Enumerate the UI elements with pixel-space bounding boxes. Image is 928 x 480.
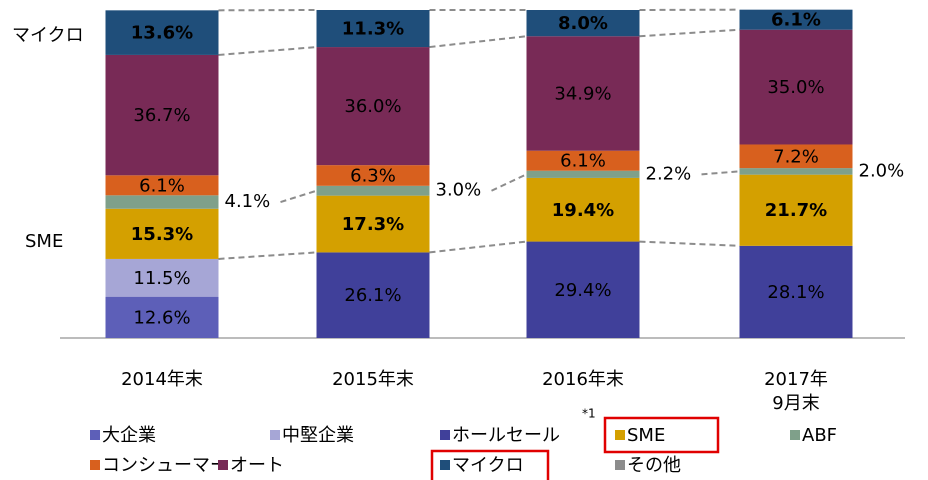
bar-segment xyxy=(739,174,853,246)
legend-swatch xyxy=(790,430,800,440)
connector xyxy=(639,28,740,38)
legend-swatch xyxy=(270,430,280,440)
value-label: 35.0% xyxy=(767,77,824,98)
legend-label: その他 xyxy=(627,455,681,476)
connector xyxy=(701,170,740,176)
bar-segment xyxy=(526,10,640,37)
value-label: 6.1% xyxy=(139,175,185,196)
bar-segment xyxy=(316,165,430,186)
value-label: 3.0% xyxy=(436,180,482,201)
legend-label: SME xyxy=(627,425,665,446)
footnote: *1 xyxy=(582,407,596,421)
value-label: 28.1% xyxy=(767,282,824,303)
value-label: 34.9% xyxy=(554,83,611,104)
value-label: 19.4% xyxy=(552,200,614,221)
legend-label: マイクロ xyxy=(452,455,524,476)
legend-label: コンシューマー xyxy=(102,455,228,476)
legend-swatch xyxy=(218,460,228,470)
value-label: 6.1% xyxy=(560,151,606,172)
connector xyxy=(280,189,317,203)
x-tick-label: 2017年 9月末 xyxy=(764,369,828,414)
legend-swatch xyxy=(90,430,100,440)
bar-segment xyxy=(316,195,430,253)
legend-swatch xyxy=(90,460,100,470)
value-label: 2.2% xyxy=(646,163,692,184)
connector xyxy=(491,173,527,192)
connector xyxy=(218,251,317,260)
value-label: 2.0% xyxy=(859,160,905,181)
bar-segment xyxy=(316,47,430,166)
highlight-box xyxy=(603,416,720,454)
value-label: 11.3% xyxy=(342,19,404,40)
side-label: SME xyxy=(25,231,63,252)
side-label: マイクロ xyxy=(12,25,84,46)
legend-label: ABF xyxy=(802,425,837,446)
connector xyxy=(429,240,527,254)
legend-swatch xyxy=(615,460,625,470)
connector xyxy=(639,240,740,247)
bar-segment xyxy=(739,144,853,169)
value-label: 13.6% xyxy=(131,23,193,44)
value-label: 12.6% xyxy=(133,307,190,328)
bar-segment xyxy=(105,258,219,297)
bar-segment xyxy=(105,296,219,338)
highlight-box xyxy=(430,449,550,480)
legend-swatch xyxy=(440,430,450,440)
value-label: 36.0% xyxy=(344,96,401,117)
bar-segment xyxy=(526,36,640,151)
bar-segment xyxy=(105,10,219,55)
value-label: 15.3% xyxy=(131,224,193,245)
bar-segment xyxy=(105,175,219,196)
legend-label: 大企業 xyxy=(102,425,156,446)
bar-segment xyxy=(526,177,640,242)
legend-label: 中堅企業 xyxy=(282,425,354,446)
legend-label: ホールセール xyxy=(452,425,560,446)
bar-segment xyxy=(316,185,430,196)
bar-segment xyxy=(526,170,640,178)
value-label: 17.3% xyxy=(342,214,404,235)
bar-segment xyxy=(105,208,219,259)
value-label: 29.4% xyxy=(554,280,611,301)
bar-segment xyxy=(526,150,640,171)
value-label: 6.1% xyxy=(771,10,821,31)
value-label: 26.1% xyxy=(344,285,401,306)
legend-swatch xyxy=(615,430,625,440)
bar-segment xyxy=(526,241,640,338)
bar-segment xyxy=(739,245,853,338)
value-label: 36.7% xyxy=(133,105,190,126)
value-label: 4.1% xyxy=(225,191,271,212)
bar-segment xyxy=(316,252,430,338)
legend-label: オート xyxy=(230,455,284,476)
bar-segment xyxy=(739,9,853,30)
value-label: 21.7% xyxy=(765,200,827,221)
x-tick-label: 2014年末 xyxy=(121,369,203,390)
value-label: 11.5% xyxy=(133,268,190,289)
connector xyxy=(218,46,317,56)
x-tick-label: 2015年末 xyxy=(332,369,414,390)
bar-segment xyxy=(105,195,219,209)
connector xyxy=(429,35,527,49)
x-tick-label: 2016年末 xyxy=(542,369,624,390)
value-label: 8.0% xyxy=(558,13,608,34)
bar-segment xyxy=(739,168,853,175)
bar-segment xyxy=(105,54,219,176)
value-label: 6.3% xyxy=(350,165,396,186)
legend-swatch xyxy=(440,460,450,470)
bar-segment xyxy=(316,10,430,48)
bar-segment xyxy=(739,29,853,145)
value-label: 7.2% xyxy=(773,146,819,167)
